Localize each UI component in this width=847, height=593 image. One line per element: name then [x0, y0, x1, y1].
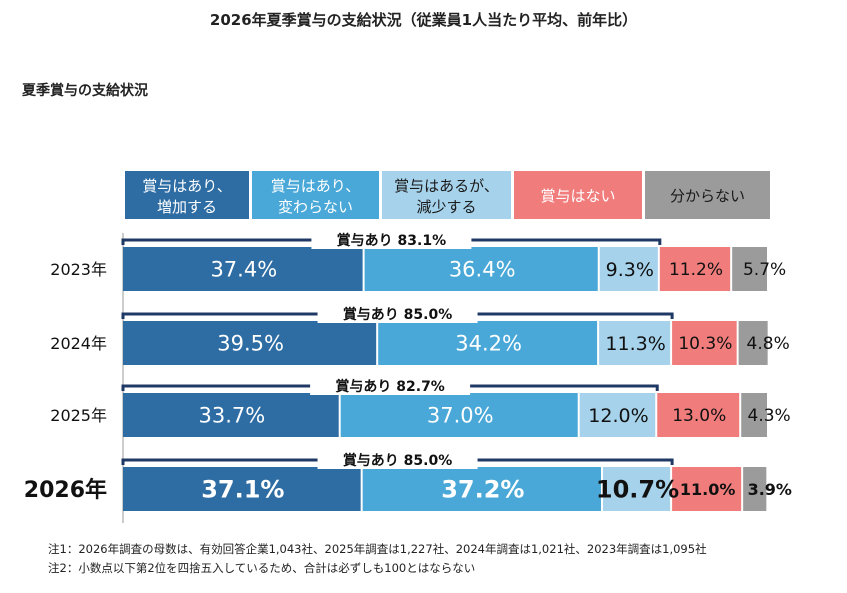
legend-label-1-line1: 賞与はあり、 — [142, 177, 231, 195]
legend-label-2-line2: 変わらない — [278, 198, 353, 216]
legend-swatch-4 — [514, 171, 642, 219]
data-label-3-5: 4.3% — [748, 406, 791, 426]
chart-title: 2026年夏季賞与の支給状況（従業員1人当たり平均、前年比） — [209, 11, 638, 29]
category-label-2: 2024年 — [50, 334, 107, 353]
bar-segment-2-3 — [599, 321, 671, 365]
legend-swatch-5 — [645, 171, 770, 219]
legend-label-4: 賞与はない — [540, 187, 615, 205]
bar-segment-3-5 — [741, 393, 767, 437]
bar-segment-1-5 — [732, 247, 767, 291]
data-label-2-5: 4.8% — [747, 334, 790, 354]
data-label-2-4: 10.3% — [678, 334, 732, 354]
legend-label-3-line2: 減少する — [416, 198, 476, 216]
bonus-total-label-1: 賞与あり 83.1% — [337, 232, 446, 249]
bar-segment-4-2 — [362, 467, 601, 511]
legend-swatch-3 — [382, 171, 511, 219]
bonus-total-label-3: 賞与あり 82.7% — [335, 378, 444, 395]
bar-segment-4-4 — [672, 467, 742, 511]
bar-segment-2-5 — [738, 321, 768, 365]
bar-segment-1-4 — [659, 247, 731, 291]
data-label-2-1: 39.5% — [217, 332, 284, 356]
bar-segment-4-1 — [123, 467, 361, 511]
chart-subtitle: 夏季賞与の支給状況 — [22, 83, 148, 99]
bonus-label-bg-4 — [317, 449, 478, 469]
data-label-3-3: 12.0% — [588, 405, 648, 427]
bar-segment-2-4 — [672, 321, 737, 365]
bar-segment-2-1 — [123, 321, 377, 365]
data-label-3-2: 37.0% — [427, 404, 494, 428]
data-label-3-1: 33.7% — [198, 404, 265, 428]
footnotes: 注1：2026年調査の母数は、有効回答企業1,043社、2025年調査は1,22… — [48, 540, 707, 578]
bar-segment-1-2 — [364, 247, 598, 291]
bonus-label-bg-2 — [317, 303, 478, 323]
bonus-label-bg-1 — [311, 229, 472, 249]
category-label-3: 2025年 — [50, 406, 107, 425]
legend-label-2-line1: 賞与はあり、 — [271, 177, 360, 195]
data-label-4-1: 37.1% — [201, 476, 284, 504]
data-label-4-5: 3.9% — [748, 480, 792, 499]
bar-segment-3-3 — [579, 393, 656, 437]
data-label-3-4: 13.0% — [672, 406, 726, 426]
data-label-4-2: 37.2% — [441, 476, 524, 504]
data-label-2-3: 11.3% — [605, 333, 665, 355]
bar-segment-3-2 — [340, 393, 578, 437]
data-label-1-1: 37.4% — [210, 258, 277, 282]
bonus-total-label-4: 賞与あり 85.0% — [343, 452, 452, 469]
data-label-2-2: 34.2% — [455, 332, 522, 356]
bar-segment-2-2 — [378, 321, 598, 365]
data-label-1-2: 36.4% — [449, 258, 516, 282]
data-label-4-3: 10.7% — [596, 476, 679, 504]
category-label-4: 2026年 — [24, 477, 107, 503]
legend-swatch-1 — [125, 171, 249, 219]
data-label-1-3: 9.3% — [606, 259, 654, 281]
footnote-2: 注2：小数点以下第2位を四捨五入しているため、合計は必ずしも100とはならない — [48, 561, 476, 575]
bar-segment-1-1 — [123, 247, 363, 291]
bar-segment-4-5 — [743, 467, 767, 511]
data-label-1-5: 5.7% — [743, 260, 786, 280]
footnote-1: 注1：2026年調査の母数は、有効回答企業1,043社、2025年調査は1,22… — [48, 542, 707, 556]
data-label-1-4: 11.2% — [669, 260, 723, 280]
bonus-total-label-2: 賞与あり 85.0% — [343, 306, 452, 323]
bonus-label-bg-3 — [310, 375, 471, 395]
category-label-1: 2023年 — [50, 260, 107, 279]
bar-segment-1-3 — [599, 247, 658, 291]
data-label-4-4: 11.0% — [680, 480, 736, 499]
legend-label-5: 分からない — [670, 187, 745, 205]
bar-segment-3-1 — [123, 393, 339, 437]
legend-swatch-2 — [252, 171, 379, 219]
legend-label-3-line1: 賞与はあるが、 — [394, 177, 499, 195]
bar-segment-3-4 — [657, 393, 740, 437]
bar-segment-4-3 — [602, 467, 671, 511]
legend-label-1-line2: 増加する — [157, 198, 217, 216]
